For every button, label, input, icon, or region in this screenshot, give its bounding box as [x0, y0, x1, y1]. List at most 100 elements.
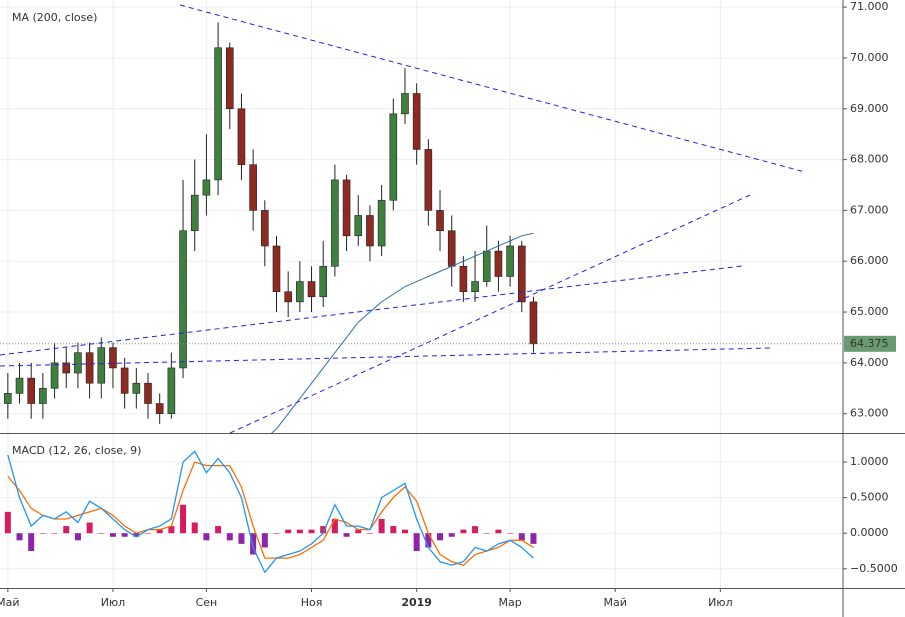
candle-body — [190, 194, 199, 232]
candle-body — [62, 362, 71, 374]
histogram-bar — [331, 518, 338, 534]
histogram-bar — [518, 533, 525, 541]
histogram-bar — [273, 533, 280, 534]
trendline — [0, 289, 541, 356]
candle-body — [97, 347, 106, 384]
histogram-bar — [51, 533, 58, 534]
x-tick-label: Ноя — [301, 596, 323, 609]
histogram-bar — [437, 533, 444, 541]
histogram-bar — [413, 533, 420, 551]
candle-body — [284, 291, 292, 303]
trendline — [0, 347, 771, 367]
histogram-bar — [460, 529, 467, 534]
last-price-label: 64.375 — [850, 337, 889, 350]
histogram-bar — [86, 522, 93, 534]
candle-body — [214, 47, 222, 181]
candle-body — [225, 47, 234, 110]
candle-body — [167, 367, 176, 414]
histogram-bar — [109, 533, 116, 537]
histogram-bar — [16, 533, 23, 541]
macd-pane — [4, 450, 537, 574]
candle-body — [144, 382, 152, 404]
x-tick-label: Сен — [196, 596, 218, 609]
candle-body — [366, 215, 374, 247]
candle-body — [482, 250, 491, 282]
candle-body — [272, 245, 281, 293]
candle-body — [39, 387, 47, 404]
candle-body — [179, 230, 187, 369]
candle-body — [331, 179, 339, 267]
y-tick-label: −0.5000 — [850, 562, 898, 575]
histogram-bar — [320, 526, 327, 534]
candle-body — [319, 266, 328, 298]
histogram-bar — [530, 533, 537, 544]
histogram-bar — [366, 533, 373, 534]
candle-body — [74, 352, 82, 374]
candle-body — [120, 367, 129, 394]
histogram-bar — [4, 511, 11, 534]
y-tick-label: 71.000 — [850, 0, 889, 13]
grid — [0, 0, 843, 588]
axes: 63.000 64.000 65.000 66.000 67.000 68.000 69.0… — [0, 0, 898, 609]
candle-body — [401, 93, 409, 115]
price-pane — [0, 22, 843, 433]
y-tick-label: 63.000 — [850, 407, 889, 420]
candle-body — [412, 93, 421, 150]
y-tick-label: 67.000 — [850, 203, 889, 216]
histogram-bar — [133, 533, 140, 537]
x-tick-label: Май — [0, 596, 20, 609]
candle-body — [447, 230, 456, 267]
indicator-title: MA (200, close) — [12, 11, 97, 24]
y-tick-label: 65.000 — [850, 305, 889, 318]
y-tick-label: 0.0000 — [850, 526, 889, 539]
histogram-bar — [483, 533, 490, 534]
candle-body — [354, 215, 363, 237]
histogram-bar — [156, 529, 163, 534]
candle-body — [436, 210, 444, 232]
candle-body — [50, 362, 59, 389]
signal-line — [7, 461, 534, 566]
candle-body — [459, 266, 468, 293]
histogram-bar — [28, 533, 35, 551]
histogram-bar — [401, 529, 408, 534]
y-tick-label: 66.000 — [850, 254, 889, 267]
y-tick-label: 64.000 — [850, 356, 889, 369]
histogram-bar — [39, 533, 46, 534]
histogram-bar — [74, 533, 81, 541]
candle-body — [494, 250, 503, 277]
candle-body — [377, 199, 386, 247]
last-price-box — [844, 335, 896, 352]
candle-body — [307, 281, 316, 298]
histogram-bar — [378, 518, 385, 534]
histogram-bar — [507, 533, 514, 534]
histogram-bar — [343, 533, 350, 537]
histogram-bar — [145, 533, 152, 534]
candle-body — [109, 347, 117, 369]
histogram-bar — [390, 526, 397, 534]
candle-body — [506, 245, 514, 277]
candle-body — [85, 352, 94, 384]
x-tick-label: Май — [604, 596, 627, 609]
candle-body — [15, 377, 24, 394]
histogram-bar — [168, 526, 175, 534]
ma-line — [271, 232, 534, 433]
candle-body — [27, 377, 36, 404]
histogram-bar — [191, 522, 198, 534]
histogram-bar — [121, 533, 128, 537]
candle-body — [132, 382, 141, 394]
histogram-bar — [238, 533, 245, 544]
histogram-bar — [495, 529, 502, 534]
histogram-bar — [261, 533, 268, 548]
candle-body — [155, 403, 164, 414]
trendlines — [0, 4, 806, 433]
x-tick-label: Июл — [101, 596, 126, 609]
histogram-bar — [425, 533, 432, 548]
candle-body — [517, 245, 526, 303]
histogram-bar — [250, 533, 257, 555]
x-tick-label: Мар — [498, 596, 521, 609]
candle-body — [261, 210, 269, 247]
histogram-bar — [472, 526, 479, 534]
histogram-bar — [203, 533, 210, 541]
